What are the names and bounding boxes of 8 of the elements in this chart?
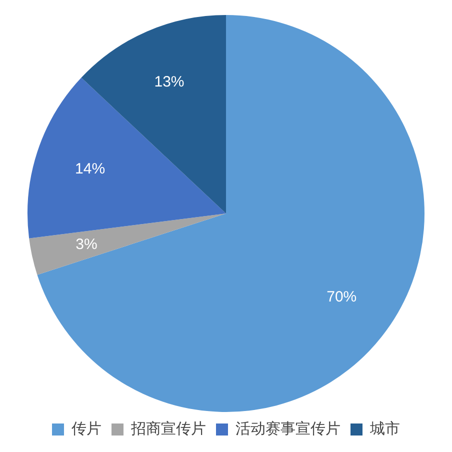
data-label: 70%: [326, 288, 357, 306]
data-label: 14%: [75, 160, 106, 178]
data-label: 13%: [154, 73, 184, 90]
legend-label: 活动赛事宣传片: [236, 419, 340, 438]
data-label: 3%: [76, 236, 98, 253]
legend-label: 城市: [369, 419, 400, 438]
legend-label: 招商宣传片: [130, 419, 206, 438]
legend-label: 传片: [72, 419, 102, 438]
